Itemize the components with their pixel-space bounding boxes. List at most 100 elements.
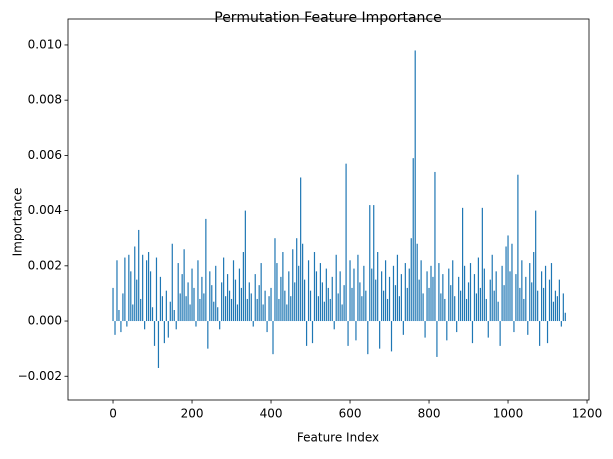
bar [533, 252, 535, 322]
y-tick-label: 0.010 [28, 37, 62, 51]
y-tick-label: 0.006 [28, 148, 62, 162]
bar [422, 293, 424, 322]
bar [159, 276, 162, 322]
bar [262, 304, 264, 322]
bar [345, 163, 347, 322]
bar [426, 271, 428, 322]
bar [242, 252, 244, 322]
bar [458, 276, 460, 322]
bar [420, 260, 422, 322]
bar [481, 207, 483, 322]
bar [337, 293, 339, 322]
x-tick-label: 1200 [572, 407, 603, 421]
bar [288, 271, 290, 322]
bar [331, 276, 333, 322]
bar [379, 321, 381, 349]
bar [232, 260, 235, 322]
bar [414, 50, 416, 322]
bar [193, 287, 195, 322]
bar [155, 257, 158, 322]
bar [252, 321, 254, 327]
bar [124, 257, 126, 322]
bar [221, 282, 223, 322]
bar [171, 243, 173, 322]
bar [467, 282, 470, 322]
bar [392, 265, 395, 322]
bar [552, 301, 555, 322]
bar [181, 274, 183, 322]
bar [343, 285, 345, 322]
bar [548, 279, 551, 322]
bar [197, 260, 199, 322]
bar [329, 298, 331, 322]
bar [260, 263, 262, 322]
bar [537, 290, 539, 322]
bar [377, 252, 379, 322]
plot-frame [67, 18, 590, 401]
bar [112, 287, 114, 322]
bar [436, 321, 438, 357]
bar [187, 282, 189, 322]
bar [213, 301, 215, 322]
bar [335, 254, 337, 322]
bar [128, 254, 130, 322]
bar [554, 290, 557, 322]
bar [452, 260, 454, 322]
bar [351, 287, 353, 322]
bar [327, 287, 329, 322]
bar [432, 276, 434, 322]
bar [294, 282, 296, 322]
bar [463, 265, 466, 322]
bar [359, 282, 361, 322]
bar [471, 321, 474, 344]
bar [529, 263, 531, 322]
bar [325, 268, 327, 322]
bar [286, 304, 288, 322]
bar [236, 304, 239, 322]
bar [357, 254, 359, 322]
y-tick-label: 0.008 [28, 93, 62, 107]
bar [408, 268, 410, 322]
bar [339, 271, 341, 322]
x-axis-label: Feature Index [297, 431, 379, 445]
bar [230, 298, 233, 322]
bar [440, 293, 442, 322]
bar [541, 271, 543, 322]
bar [383, 290, 385, 322]
bar [240, 287, 243, 322]
bar [509, 271, 511, 322]
bar [179, 293, 181, 322]
bar [272, 321, 274, 355]
bar [167, 321, 169, 338]
bar [207, 321, 209, 349]
bar [149, 271, 152, 322]
bar [130, 271, 132, 322]
bar [225, 296, 227, 322]
bar [418, 279, 420, 322]
bar [564, 312, 566, 322]
bar [521, 260, 523, 322]
bar [248, 282, 250, 322]
bar [517, 174, 519, 322]
bar [132, 304, 134, 322]
bar [120, 321, 122, 333]
bar [384, 260, 387, 322]
bar [428, 287, 430, 322]
bar [462, 207, 464, 322]
bar [122, 293, 124, 322]
bar [270, 287, 272, 322]
bar [434, 171, 436, 322]
bar [410, 238, 412, 322]
bar [118, 309, 120, 322]
bar [333, 321, 335, 330]
bar [183, 249, 185, 322]
bar [454, 296, 456, 322]
bar [280, 276, 282, 322]
bar [157, 321, 160, 368]
y-tick-label: 0.000 [28, 314, 62, 328]
bar [300, 177, 302, 322]
bar [264, 290, 266, 322]
bar [501, 265, 503, 322]
bar [373, 205, 375, 322]
